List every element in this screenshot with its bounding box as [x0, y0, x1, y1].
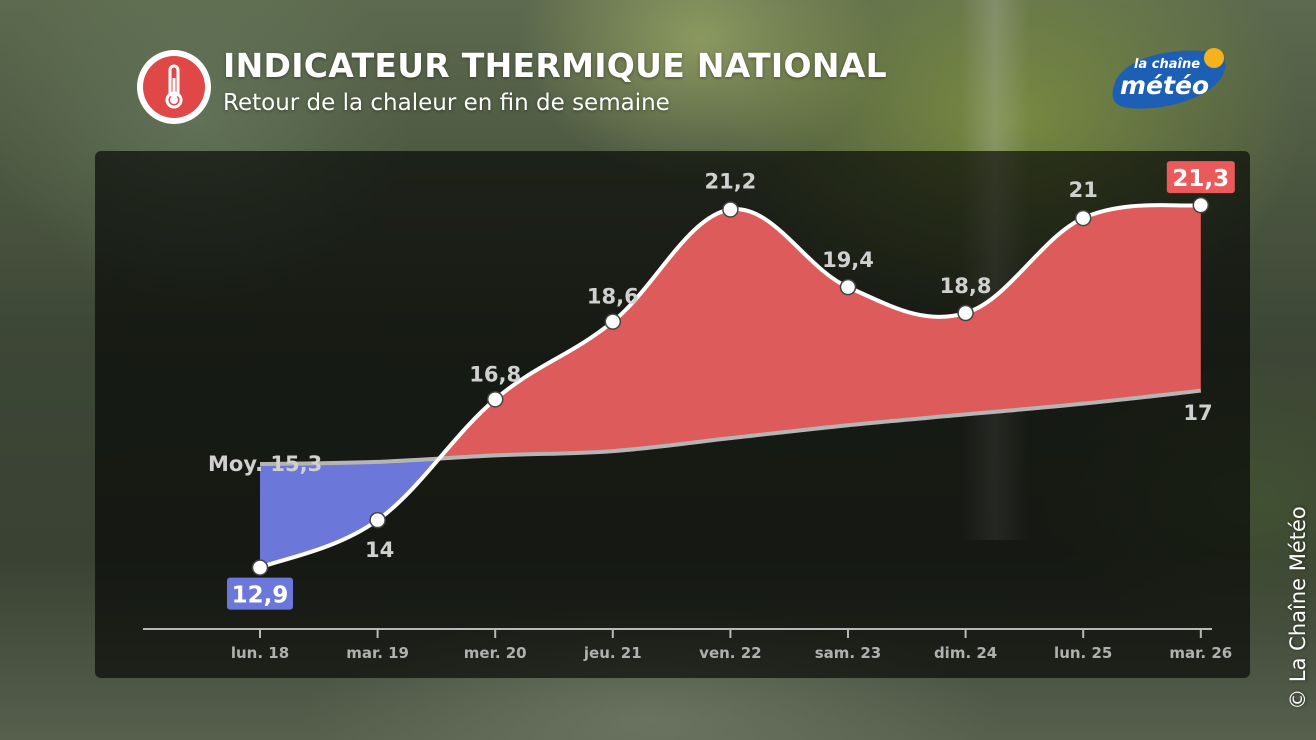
data-label: 14 — [365, 538, 394, 562]
data-label: 18,8 — [940, 274, 992, 298]
logo-line2: météo — [1120, 71, 1209, 100]
data-label: 21,2 — [704, 169, 756, 193]
copyright-text: La Chaîne Météo — [1286, 506, 1310, 683]
chart-title: INDICATEUR THERMIQUE NATIONAL — [223, 46, 887, 85]
data-label: 19,4 — [822, 248, 874, 272]
x-tick-label: ven. 22 — [699, 644, 761, 662]
max-value-badge — [1166, 161, 1235, 194]
average-start-label: Moy. 15,3 — [208, 452, 322, 476]
data-point — [251, 559, 269, 576]
data-point — [369, 511, 386, 529]
data-point — [839, 278, 857, 296]
x-tick-label: mer. 20 — [464, 644, 527, 662]
average-line — [259, 388, 1202, 467]
x-tick-label: jeu. 21 — [583, 644, 642, 662]
max-value-label: 21,3 — [1172, 166, 1229, 192]
x-tick-label: mar. 19 — [346, 644, 409, 662]
x-tick-label: mar. 26 — [1169, 644, 1232, 662]
thermometer-icon — [137, 50, 211, 124]
x-tick-label: dim. 24 — [934, 644, 997, 662]
x-tick-label: sam. 23 — [815, 644, 881, 662]
la-chaine-meteo-logo: la chaîne météo — [1106, 42, 1232, 118]
above-average-area — [260, 205, 1201, 465]
data-label: 18,6 — [587, 285, 639, 309]
logo-line1: la chaîne — [1134, 57, 1200, 72]
chart-subtitle: Retour de la chaleur en fin de semaine — [223, 90, 670, 116]
data-point — [486, 391, 504, 408]
data-point — [604, 313, 622, 330]
data-label: 21 — [1069, 178, 1098, 202]
copyright-notice: © La Chaîne Météo — [1286, 506, 1310, 710]
data-point — [1192, 196, 1210, 214]
x-tick-label: lun. 25 — [1054, 644, 1112, 662]
data-label: 16,8 — [469, 362, 521, 386]
data-point — [722, 201, 739, 218]
data-point — [957, 304, 974, 322]
copyright-symbol: © — [1286, 688, 1310, 710]
average-end-label: 17 — [1183, 401, 1212, 425]
min-value-label: 12,9 — [232, 583, 289, 609]
x-tick-label: lun. 18 — [231, 644, 289, 662]
data-point — [1074, 209, 1092, 227]
min-value-badge — [227, 577, 293, 610]
